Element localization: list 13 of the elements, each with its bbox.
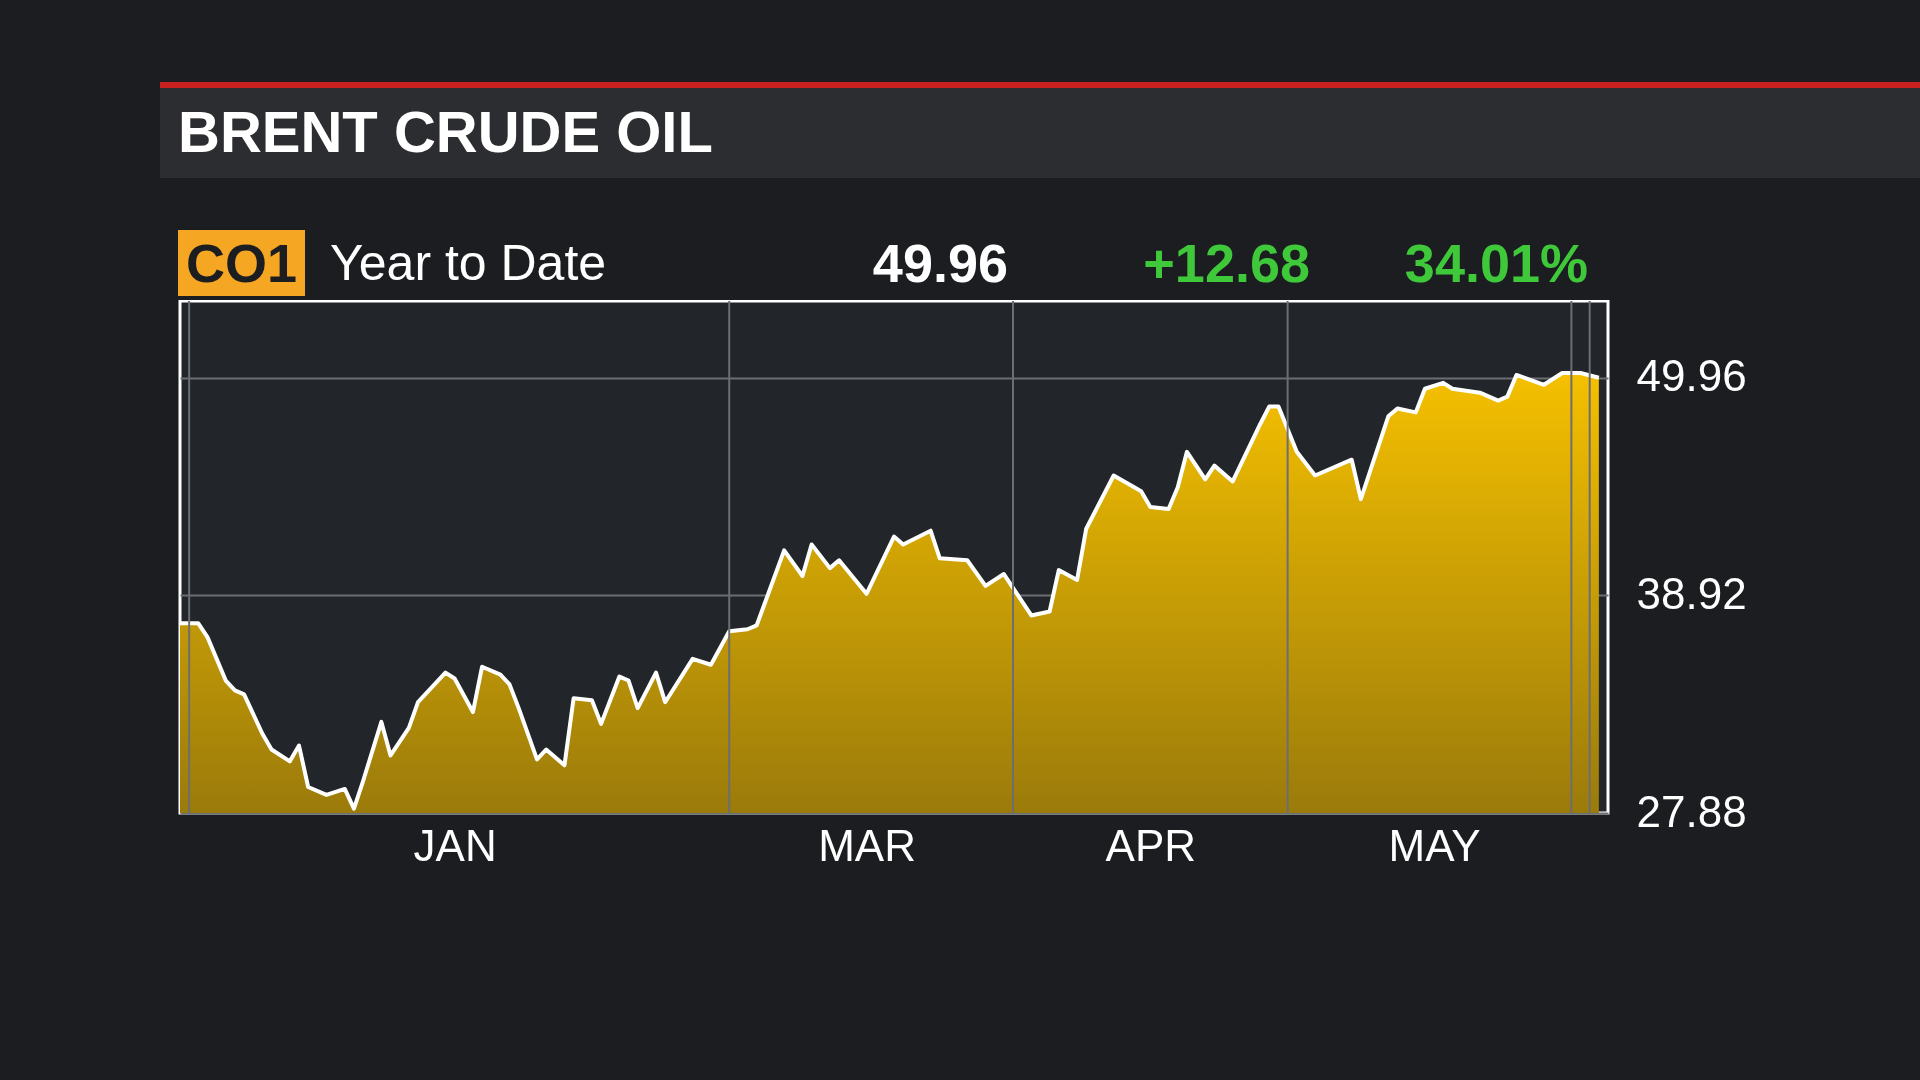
y-tick-label: 38.92 xyxy=(1636,568,1747,618)
text: 49.96 xyxy=(872,232,1008,295)
y-tick-label: 27.88 xyxy=(1636,786,1747,836)
x-tick-label: APR xyxy=(1105,820,1197,870)
chart-subtitle: Year to Date xyxy=(330,234,607,293)
x-tick-label: MAR xyxy=(818,820,916,870)
text: 34.01% xyxy=(1404,232,1588,295)
text: CO1 xyxy=(178,230,306,296)
chart-title: BRENT CRUDE OIL xyxy=(178,98,713,165)
x-tick-label: MAY xyxy=(1388,820,1481,870)
x-tick-label: JAN xyxy=(413,820,497,870)
y-tick-label: 49.96 xyxy=(1636,351,1747,401)
text: +12.68 xyxy=(1143,232,1310,295)
